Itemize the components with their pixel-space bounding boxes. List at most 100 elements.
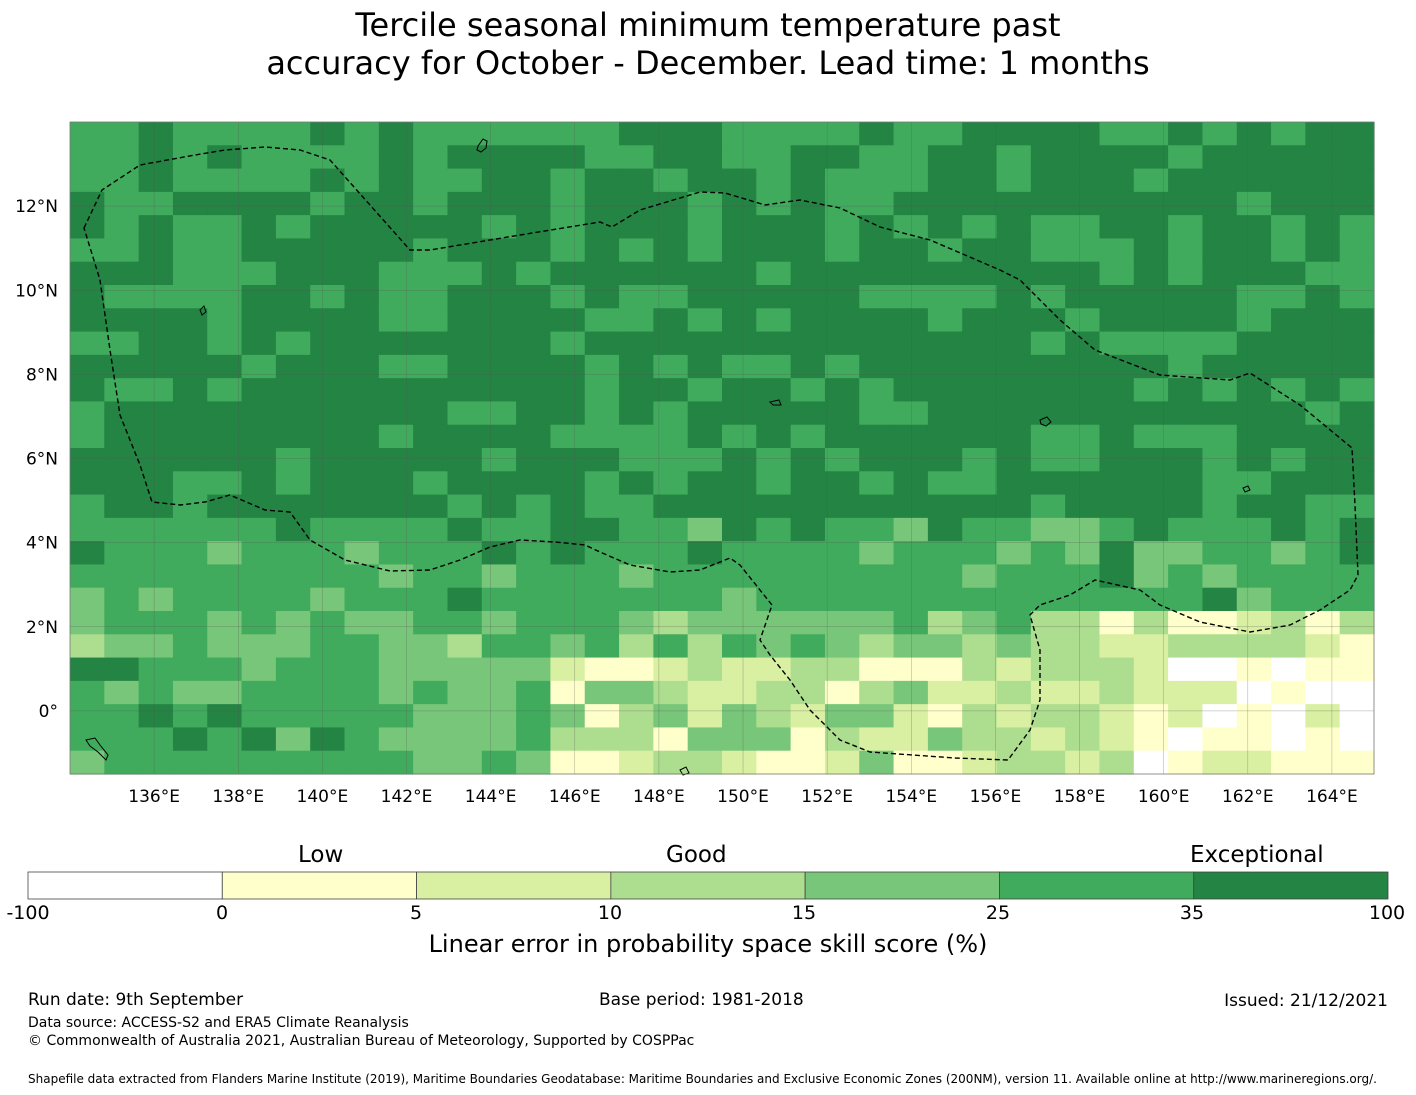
skill-cell: [310, 122, 346, 146]
skill-cell: [619, 541, 654, 566]
skill-cell: [653, 564, 689, 589]
skill-cell: [824, 215, 860, 240]
skill-cell: [344, 541, 380, 566]
skill-cell: [172, 727, 208, 752]
skill-cell: [413, 704, 449, 729]
skill-cell: [241, 331, 277, 356]
skill-cell: [962, 238, 998, 263]
skill-cell: [893, 238, 929, 263]
island-atoll-east: [769, 399, 782, 406]
skill-cell: [241, 634, 277, 659]
skill-cell: [138, 354, 174, 379]
skill-cell: [172, 680, 208, 705]
skill-cell: [1339, 261, 1375, 286]
skill-cell: [413, 541, 449, 566]
skill-cell: [824, 587, 860, 612]
skill-cell: [1030, 587, 1066, 612]
skill-cell: [310, 587, 346, 612]
skill-cell: [962, 261, 998, 286]
skill-cell: [138, 494, 174, 519]
skill-cell: [996, 168, 1032, 193]
skill-cell: [1339, 401, 1375, 426]
title-line-1: Tercile seasonal minimum temperature pas…: [355, 6, 1061, 44]
skill-cell: [344, 378, 380, 403]
skill-cell: [550, 564, 586, 589]
skill-cell: [70, 750, 105, 775]
skill-cell: [447, 261, 483, 286]
skill-cell: [927, 564, 963, 589]
skill-cell: [996, 215, 1032, 240]
skill-cell: [275, 657, 311, 682]
skill-cell: [790, 611, 826, 635]
skill-cell: [962, 448, 998, 472]
skill-cell: [207, 122, 243, 146]
skill-cell: [344, 145, 380, 170]
skill-cell: [70, 331, 105, 356]
skill-cell: [1236, 680, 1272, 705]
skill-cell: [481, 215, 517, 240]
skill-cell: [1030, 471, 1066, 496]
skill-cell: [104, 448, 140, 472]
skill-cell: [1099, 541, 1135, 566]
skill-cell: [516, 634, 552, 659]
skill-cell: [1236, 378, 1272, 403]
skill-cell: [378, 611, 414, 635]
skill-cell: [1133, 424, 1169, 449]
skill-cell: [653, 587, 689, 612]
skill-cell: [859, 587, 895, 612]
skill-cell: [962, 587, 998, 612]
skill-cell: [619, 587, 654, 612]
skill-cell: [241, 494, 277, 519]
skill-cell: [550, 122, 586, 146]
skill-cell: [619, 145, 654, 170]
skill-cell: [996, 331, 1032, 356]
skill-cell: [1236, 471, 1272, 496]
skill-cell: [996, 145, 1032, 170]
skill-cell: [310, 261, 346, 286]
skill-cell: [619, 657, 654, 682]
skill-cell: [241, 285, 277, 309]
skill-cell: [1305, 587, 1341, 612]
skill-cell: [927, 378, 963, 403]
skill-cell: [70, 541, 105, 566]
skill-cell: [516, 657, 552, 682]
skill-cell: [1168, 168, 1204, 193]
skill-cell: [310, 424, 346, 449]
skill-cell: [584, 378, 620, 403]
skill-cell: [378, 634, 414, 659]
skill-cell: [1168, 704, 1204, 729]
skill-cell: [859, 704, 895, 729]
skill-cell: [927, 168, 963, 193]
skill-cell: [104, 587, 140, 612]
skill-cell: [550, 261, 586, 286]
skill-cell: [413, 285, 449, 309]
skill-cell: [722, 285, 757, 309]
skill-cell: [790, 564, 826, 589]
skill-cell: [996, 680, 1032, 705]
skill-cell: [722, 145, 757, 170]
longitude-label: 150°E: [717, 787, 769, 807]
skill-cell: [653, 308, 689, 333]
skill-cell: [344, 215, 380, 240]
skill-cell: [1339, 448, 1375, 472]
skill-cell: [1168, 657, 1204, 682]
skill-cell: [584, 354, 620, 379]
skill-cell: [481, 541, 517, 566]
skill-cell: [1271, 448, 1306, 472]
skill-cell: [310, 238, 346, 263]
skill-cell: [310, 308, 346, 333]
skill-cell: [413, 611, 449, 635]
skill-cell: [1202, 634, 1238, 659]
skill-cell: [1099, 122, 1135, 146]
skill-cell: [344, 354, 380, 379]
skill-cell: [70, 704, 105, 729]
skill-cell: [207, 587, 243, 612]
skill-cell: [927, 215, 963, 240]
skill-cell: [344, 704, 380, 729]
skill-cell: [1339, 378, 1375, 403]
skill-cell: [378, 448, 414, 472]
base-period: Base period: 1981-2018: [599, 990, 804, 1010]
skill-cell: [1133, 704, 1169, 729]
skill-cell: [104, 517, 140, 542]
skill-cell: [207, 494, 243, 519]
